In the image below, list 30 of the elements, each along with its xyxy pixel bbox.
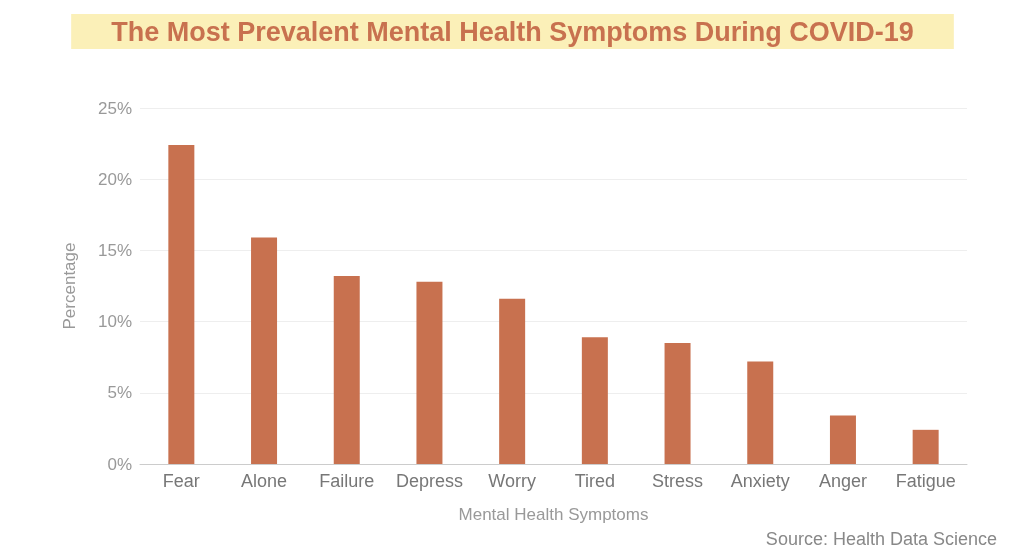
chart-title: The Most Prevalent Mental Health Symptoms During COVID-19 [111,16,914,47]
x-tick-label: Worry [488,471,536,491]
bar [168,145,195,464]
x-tick-label: Tired [574,471,616,491]
x-tick-label: Failure [319,471,375,491]
y-tick-label: 25% [97,98,132,118]
bar [829,415,856,464]
y-tick-label: 0% [107,454,132,474]
y-tick-label: 10% [97,312,132,332]
x-tick-label: Fear [162,471,200,491]
bar [664,342,691,464]
bar [333,276,360,464]
x-tick-label: Depress [395,471,463,491]
x-axis-title: Mental Health Symptoms [458,505,649,524]
y-tick-label: 5% [107,383,132,403]
source-note: Source: Health Data Science [765,529,998,549]
x-tick-label: Anxiety [730,471,790,491]
y-axis-title: Percentage [60,242,79,330]
y-tick-label: 20% [97,169,132,189]
x-tick-label: Fatigue [895,471,956,491]
bar [416,281,443,464]
x-tick-label: Alone [241,471,288,491]
x-tick-label: Stress [652,471,704,491]
y-tick-label: 15% [97,240,132,260]
bar [499,298,526,464]
bar [581,337,608,464]
bar [912,429,939,464]
bar [747,361,774,464]
bar [251,237,278,464]
x-tick-label: Anger [818,471,867,491]
